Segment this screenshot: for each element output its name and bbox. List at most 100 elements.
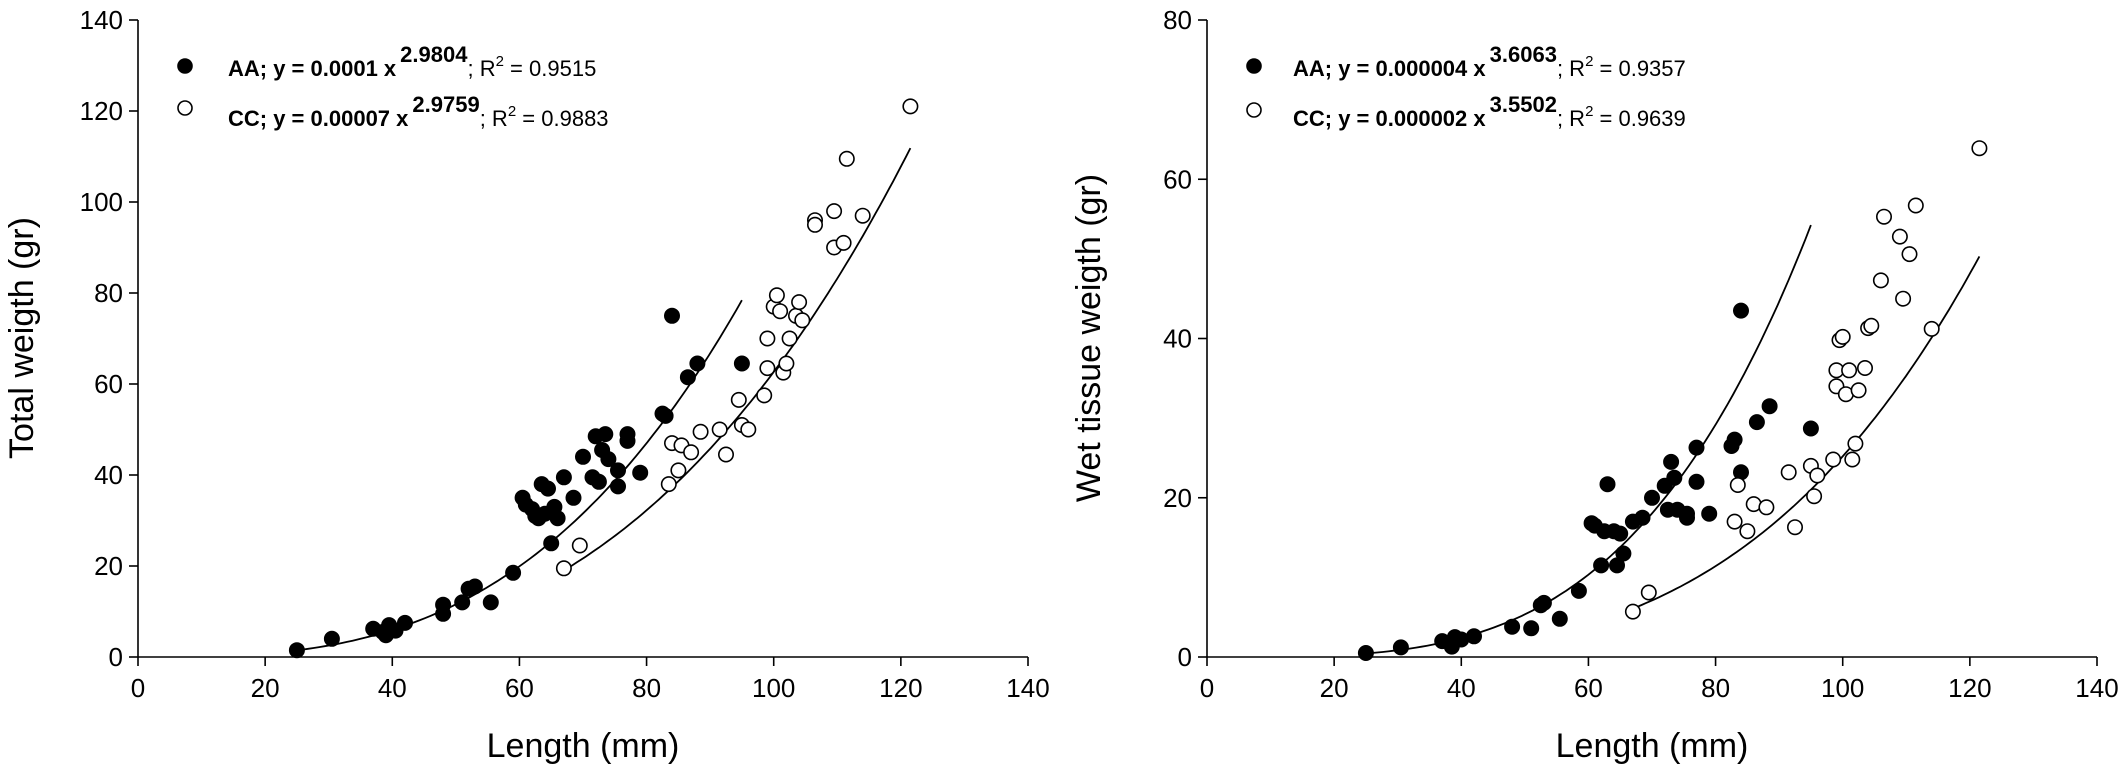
point-aa [1615, 545, 1632, 562]
x-axis-title: Length (mm) [487, 727, 680, 765]
x-tick-label: 120 [1948, 673, 1991, 703]
legend-r2-value-cc: = 0.9639 [1593, 106, 1685, 131]
x-tick-label: 60 [1574, 673, 1603, 703]
legend-entry-aa: AA; y = 0.000004 x3.6063; R2 = 0.9357 [1293, 42, 1686, 81]
legend-r2-label-cc: ; R [1557, 106, 1585, 131]
legend-r2-sup-aa: 2 [1585, 53, 1593, 70]
point-cc [778, 355, 795, 372]
point-aa [1466, 628, 1483, 645]
legend-entry-aa: AA; y = 0.0001 x2.9804; R2 = 0.9515 [228, 42, 596, 81]
legend-marker-cc [177, 100, 193, 116]
x-tick-label: 120 [879, 673, 922, 703]
y-tick-label: 40 [94, 460, 123, 490]
point-cc [717, 446, 734, 463]
point-aa [1570, 582, 1587, 599]
legend-entry-cc: CC; y = 0.000002 x3.5502; R2 = 0.9639 [1293, 92, 1686, 131]
point-cc [854, 207, 871, 224]
point-cc [1834, 328, 1851, 345]
legend-r2-label-aa: ; R [1557, 56, 1585, 81]
y-tick-label: 60 [94, 369, 123, 399]
y-tick-label: 0 [109, 642, 123, 672]
point-aa [1802, 420, 1819, 437]
point-cc [1787, 519, 1804, 536]
point-aa [482, 594, 499, 611]
point-cc [1729, 476, 1746, 493]
point-cc [794, 312, 811, 329]
point-aa [657, 407, 674, 424]
x-tick-label: 100 [1821, 673, 1864, 703]
y-axis-ticks: 0 20 40 60 80 [1163, 5, 1207, 672]
point-cc [1624, 603, 1641, 620]
fit-curve-aa [1365, 224, 1812, 655]
x-tick-label: 60 [505, 673, 534, 703]
point-cc [1891, 228, 1908, 245]
point-cc [1739, 523, 1756, 540]
point-aa [1663, 453, 1680, 470]
point-aa [1612, 525, 1629, 542]
point-cc [1850, 382, 1867, 399]
legend-r2-value-cc: = 0.9883 [516, 106, 608, 131]
point-aa [565, 489, 582, 506]
point-aa [590, 473, 607, 490]
point-cc [1971, 140, 1988, 157]
point-aa [1688, 473, 1705, 490]
point-cc [683, 444, 700, 461]
point-cc [826, 203, 843, 220]
y-tick-label: 20 [1163, 483, 1192, 513]
point-cc [692, 423, 709, 440]
point-aa [288, 642, 305, 659]
point-cc [781, 330, 798, 347]
x-tick-label: 80 [632, 673, 661, 703]
x-tick-label: 20 [1320, 673, 1349, 703]
point-aa [689, 355, 706, 372]
point-cc [670, 462, 687, 479]
point-aa [1733, 302, 1750, 319]
y-tick-label: 80 [1163, 5, 1192, 35]
point-aa [609, 478, 626, 495]
point-cc [756, 387, 773, 404]
point-aa [1748, 414, 1765, 431]
legend-r2-sup-cc: 2 [1585, 103, 1593, 120]
point-aa [543, 535, 560, 552]
point-cc [835, 234, 852, 251]
x-axis-ticks: 0 20 40 60 80 100 120 140 [1200, 657, 2119, 703]
point-aa [539, 480, 556, 497]
y-axis-title: Total weigth (gr) [3, 217, 41, 459]
point-cc [759, 360, 776, 377]
point-cc [791, 294, 808, 311]
legend: AA; y = 0.0001 x2.9804; R2 = 0.9515 CC; … [177, 42, 609, 131]
point-cc [772, 303, 789, 320]
point-aa [1551, 610, 1568, 627]
fit-curve-cc [1632, 255, 1981, 610]
point-cc [1847, 435, 1864, 452]
point-aa [1593, 557, 1610, 574]
chart-wet-tissue-weight: 0 20 40 60 80 0 20 40 60 80 100 120 140 Wet tissue … [1070, 5, 2119, 765]
point-aa [733, 355, 750, 372]
point-cc [740, 421, 757, 438]
point-aa [609, 462, 626, 479]
point-cc [759, 330, 776, 347]
point-cc [1857, 359, 1874, 376]
point-aa [435, 605, 452, 622]
point-cc [555, 560, 572, 577]
point-aa [1535, 594, 1552, 611]
point-cc [902, 98, 919, 115]
point-aa [1634, 509, 1651, 526]
legend-eq-cc: CC; y = 0.00007 x [228, 106, 409, 131]
y-tick-label: 0 [1178, 642, 1192, 672]
legend-r2-label-cc: ; R [480, 106, 508, 131]
point-aa [1761, 398, 1778, 415]
fit-curves [1365, 224, 1981, 655]
point-aa [597, 426, 614, 443]
point-cc [806, 216, 823, 233]
legend-eq-aa: AA; y = 0.0001 x [228, 56, 397, 81]
y-axis-title: Wet tissue weigth (gr) [1070, 174, 1108, 502]
point-aa [1679, 505, 1696, 522]
x-tick-label: 140 [2075, 673, 2118, 703]
legend-exp-cc: 3.5502 [1490, 92, 1557, 117]
point-aa [600, 451, 617, 468]
point-cc [768, 287, 785, 304]
plot-area [137, 20, 1028, 658]
legend-marker-aa [177, 58, 193, 74]
point-cc [1726, 513, 1743, 530]
